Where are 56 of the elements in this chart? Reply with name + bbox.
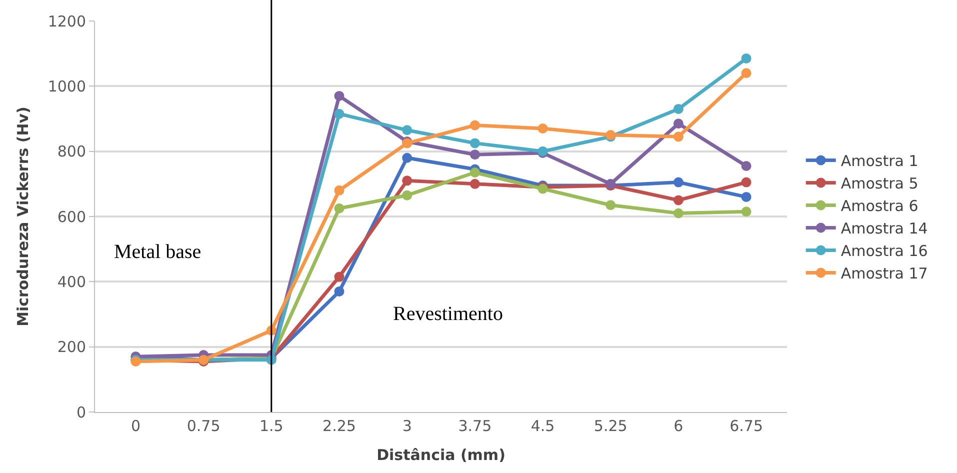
point [470,178,480,189]
point [334,272,344,282]
annotation: Revestimento [393,303,503,325]
x-tick-label: 3 [402,417,412,435]
point [741,161,752,171]
point [741,192,752,202]
point [402,190,412,200]
point [402,176,412,186]
legend-label: Amostra 16 [840,242,928,260]
y-tick-label: 400 [57,272,86,291]
y-tick-label: 0 [76,403,86,422]
legend-label: Amostra 14 [840,220,928,238]
x-tick-label: 2.25 [322,417,356,435]
point [470,138,480,148]
point [334,108,344,119]
point [470,168,480,178]
point [673,208,684,218]
point [741,206,752,217]
point [673,177,684,188]
point [741,177,752,188]
legend-label: Amostra 5 [840,174,918,193]
point [334,203,344,214]
point [402,125,412,136]
x-tick-label: 6.75 [730,417,763,435]
point [673,118,684,129]
point [673,195,684,206]
legend-label: Amostra 17 [840,264,928,283]
point [470,150,480,160]
x-tick-label: 0.75 [186,417,220,435]
point [606,200,616,210]
point [334,185,344,196]
x-axis-title: Distância (mm) [376,446,506,464]
x-tick-label: 0 [130,417,140,435]
y-axis-title: Microdureza Vickerrs (Hv) [14,106,32,326]
x-tick-label: 1.5 [259,417,284,435]
y-tick-label: 800 [57,142,86,161]
point [470,120,480,130]
annotation: Metal base [114,241,202,263]
x-tick-label: 6 [674,417,684,435]
point [334,286,344,296]
y-tick-label: 200 [57,338,86,356]
point [334,90,344,101]
y-tick-label: 1200 [48,12,86,30]
legend-label: Amostra 6 [840,197,918,216]
point [538,124,548,134]
point [741,53,752,64]
point [402,152,412,163]
point [673,104,684,114]
legend-label: Amostra 1 [840,152,918,170]
point [741,68,752,78]
x-tick-label: 4.5 [530,417,555,435]
y-tick-label: 600 [57,208,86,226]
point [673,132,684,142]
x-tick-label: 3.75 [458,417,492,435]
x-tick-label: 5.25 [594,417,628,435]
y-tick-label: 1000 [48,77,86,96]
